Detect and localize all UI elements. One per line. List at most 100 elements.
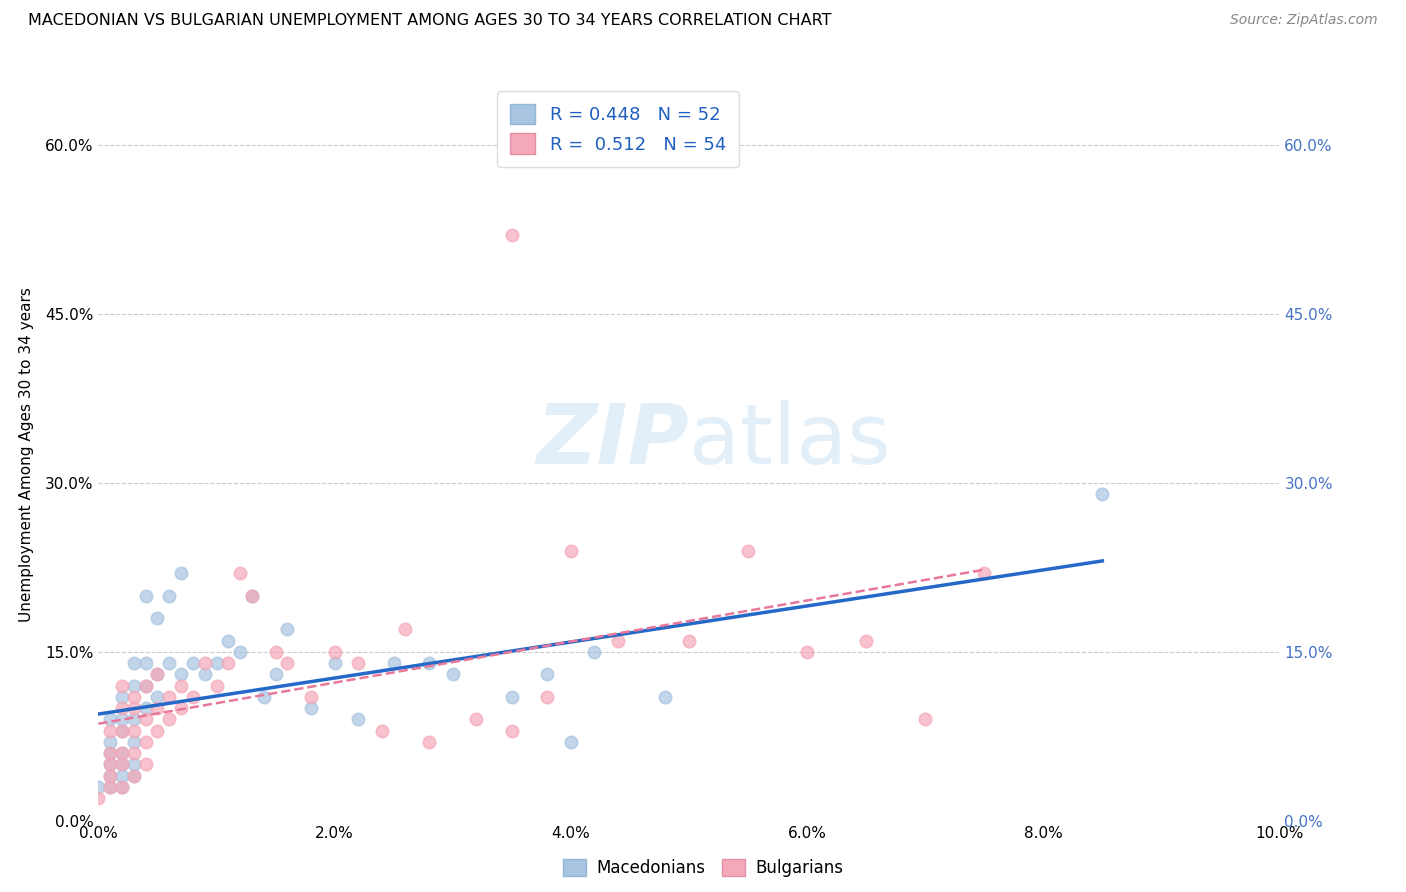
- Point: [98, 757, 121, 772]
- Point: [181, 690, 204, 704]
- Point: [157, 589, 180, 603]
- Point: [135, 679, 157, 693]
- Point: [217, 656, 239, 670]
- Point: [347, 712, 370, 726]
- Point: [914, 712, 936, 726]
- Text: Source: ZipAtlas.com: Source: ZipAtlas.com: [1230, 13, 1378, 28]
- Point: [264, 645, 287, 659]
- Point: [122, 746, 145, 760]
- Point: [299, 690, 322, 704]
- Point: [122, 735, 145, 749]
- Point: [170, 667, 193, 681]
- Point: [217, 633, 239, 648]
- Point: [98, 746, 121, 760]
- Point: [253, 690, 276, 704]
- Point: [111, 757, 134, 772]
- Point: [111, 723, 134, 738]
- Point: [229, 566, 252, 580]
- Point: [111, 690, 134, 704]
- Legend: Macedonians, Bulgarians: Macedonians, Bulgarians: [557, 852, 849, 884]
- Point: [796, 645, 818, 659]
- Point: [146, 701, 169, 715]
- Point: [111, 780, 134, 794]
- Point: [122, 656, 145, 670]
- Point: [122, 690, 145, 704]
- Point: [181, 656, 204, 670]
- Point: [135, 757, 157, 772]
- Point: [135, 701, 157, 715]
- Point: [536, 690, 558, 704]
- Point: [371, 723, 394, 738]
- Point: [146, 723, 169, 738]
- Point: [111, 723, 134, 738]
- Point: [240, 589, 263, 603]
- Point: [536, 667, 558, 681]
- Point: [98, 757, 121, 772]
- Point: [678, 633, 700, 648]
- Point: [170, 679, 193, 693]
- Point: [98, 780, 121, 794]
- Point: [418, 656, 440, 670]
- Point: [122, 679, 145, 693]
- Point: [240, 589, 263, 603]
- Point: [146, 690, 169, 704]
- Point: [560, 735, 582, 749]
- Point: [157, 712, 180, 726]
- Point: [1091, 487, 1114, 501]
- Point: [122, 712, 145, 726]
- Point: [323, 656, 346, 670]
- Point: [418, 735, 440, 749]
- Point: [347, 656, 370, 670]
- Text: ZIP: ZIP: [536, 400, 689, 481]
- Point: [205, 679, 228, 693]
- Point: [501, 723, 523, 738]
- Point: [135, 656, 157, 670]
- Point: [583, 645, 606, 659]
- Point: [146, 611, 169, 625]
- Point: [323, 645, 346, 659]
- Point: [146, 667, 169, 681]
- Legend: R = 0.448   N = 52, R =  0.512   N = 54: R = 0.448 N = 52, R = 0.512 N = 54: [498, 91, 738, 167]
- Point: [98, 735, 121, 749]
- Point: [98, 746, 121, 760]
- Point: [135, 712, 157, 726]
- Point: [98, 780, 121, 794]
- Point: [194, 667, 217, 681]
- Point: [737, 543, 759, 558]
- Point: [205, 656, 228, 670]
- Point: [98, 723, 121, 738]
- Point: [146, 667, 169, 681]
- Point: [87, 780, 110, 794]
- Point: [111, 746, 134, 760]
- Point: [111, 679, 134, 693]
- Point: [441, 667, 464, 681]
- Point: [264, 667, 287, 681]
- Point: [87, 791, 110, 805]
- Point: [382, 656, 405, 670]
- Point: [299, 701, 322, 715]
- Point: [111, 712, 134, 726]
- Point: [394, 623, 416, 637]
- Point: [607, 633, 630, 648]
- Point: [98, 712, 121, 726]
- Point: [111, 757, 134, 772]
- Point: [501, 228, 523, 243]
- Point: [122, 701, 145, 715]
- Point: [157, 690, 180, 704]
- Point: [122, 723, 145, 738]
- Point: [122, 769, 145, 783]
- Point: [111, 780, 134, 794]
- Text: MACEDONIAN VS BULGARIAN UNEMPLOYMENT AMONG AGES 30 TO 34 YEARS CORRELATION CHART: MACEDONIAN VS BULGARIAN UNEMPLOYMENT AMO…: [28, 13, 831, 29]
- Point: [276, 656, 298, 670]
- Point: [973, 566, 995, 580]
- Point: [135, 735, 157, 749]
- Point: [122, 769, 145, 783]
- Point: [157, 656, 180, 670]
- Point: [111, 701, 134, 715]
- Point: [170, 566, 193, 580]
- Point: [229, 645, 252, 659]
- Text: atlas: atlas: [689, 400, 890, 481]
- Point: [855, 633, 877, 648]
- Y-axis label: Unemployment Among Ages 30 to 34 years: Unemployment Among Ages 30 to 34 years: [18, 287, 34, 623]
- Point: [501, 690, 523, 704]
